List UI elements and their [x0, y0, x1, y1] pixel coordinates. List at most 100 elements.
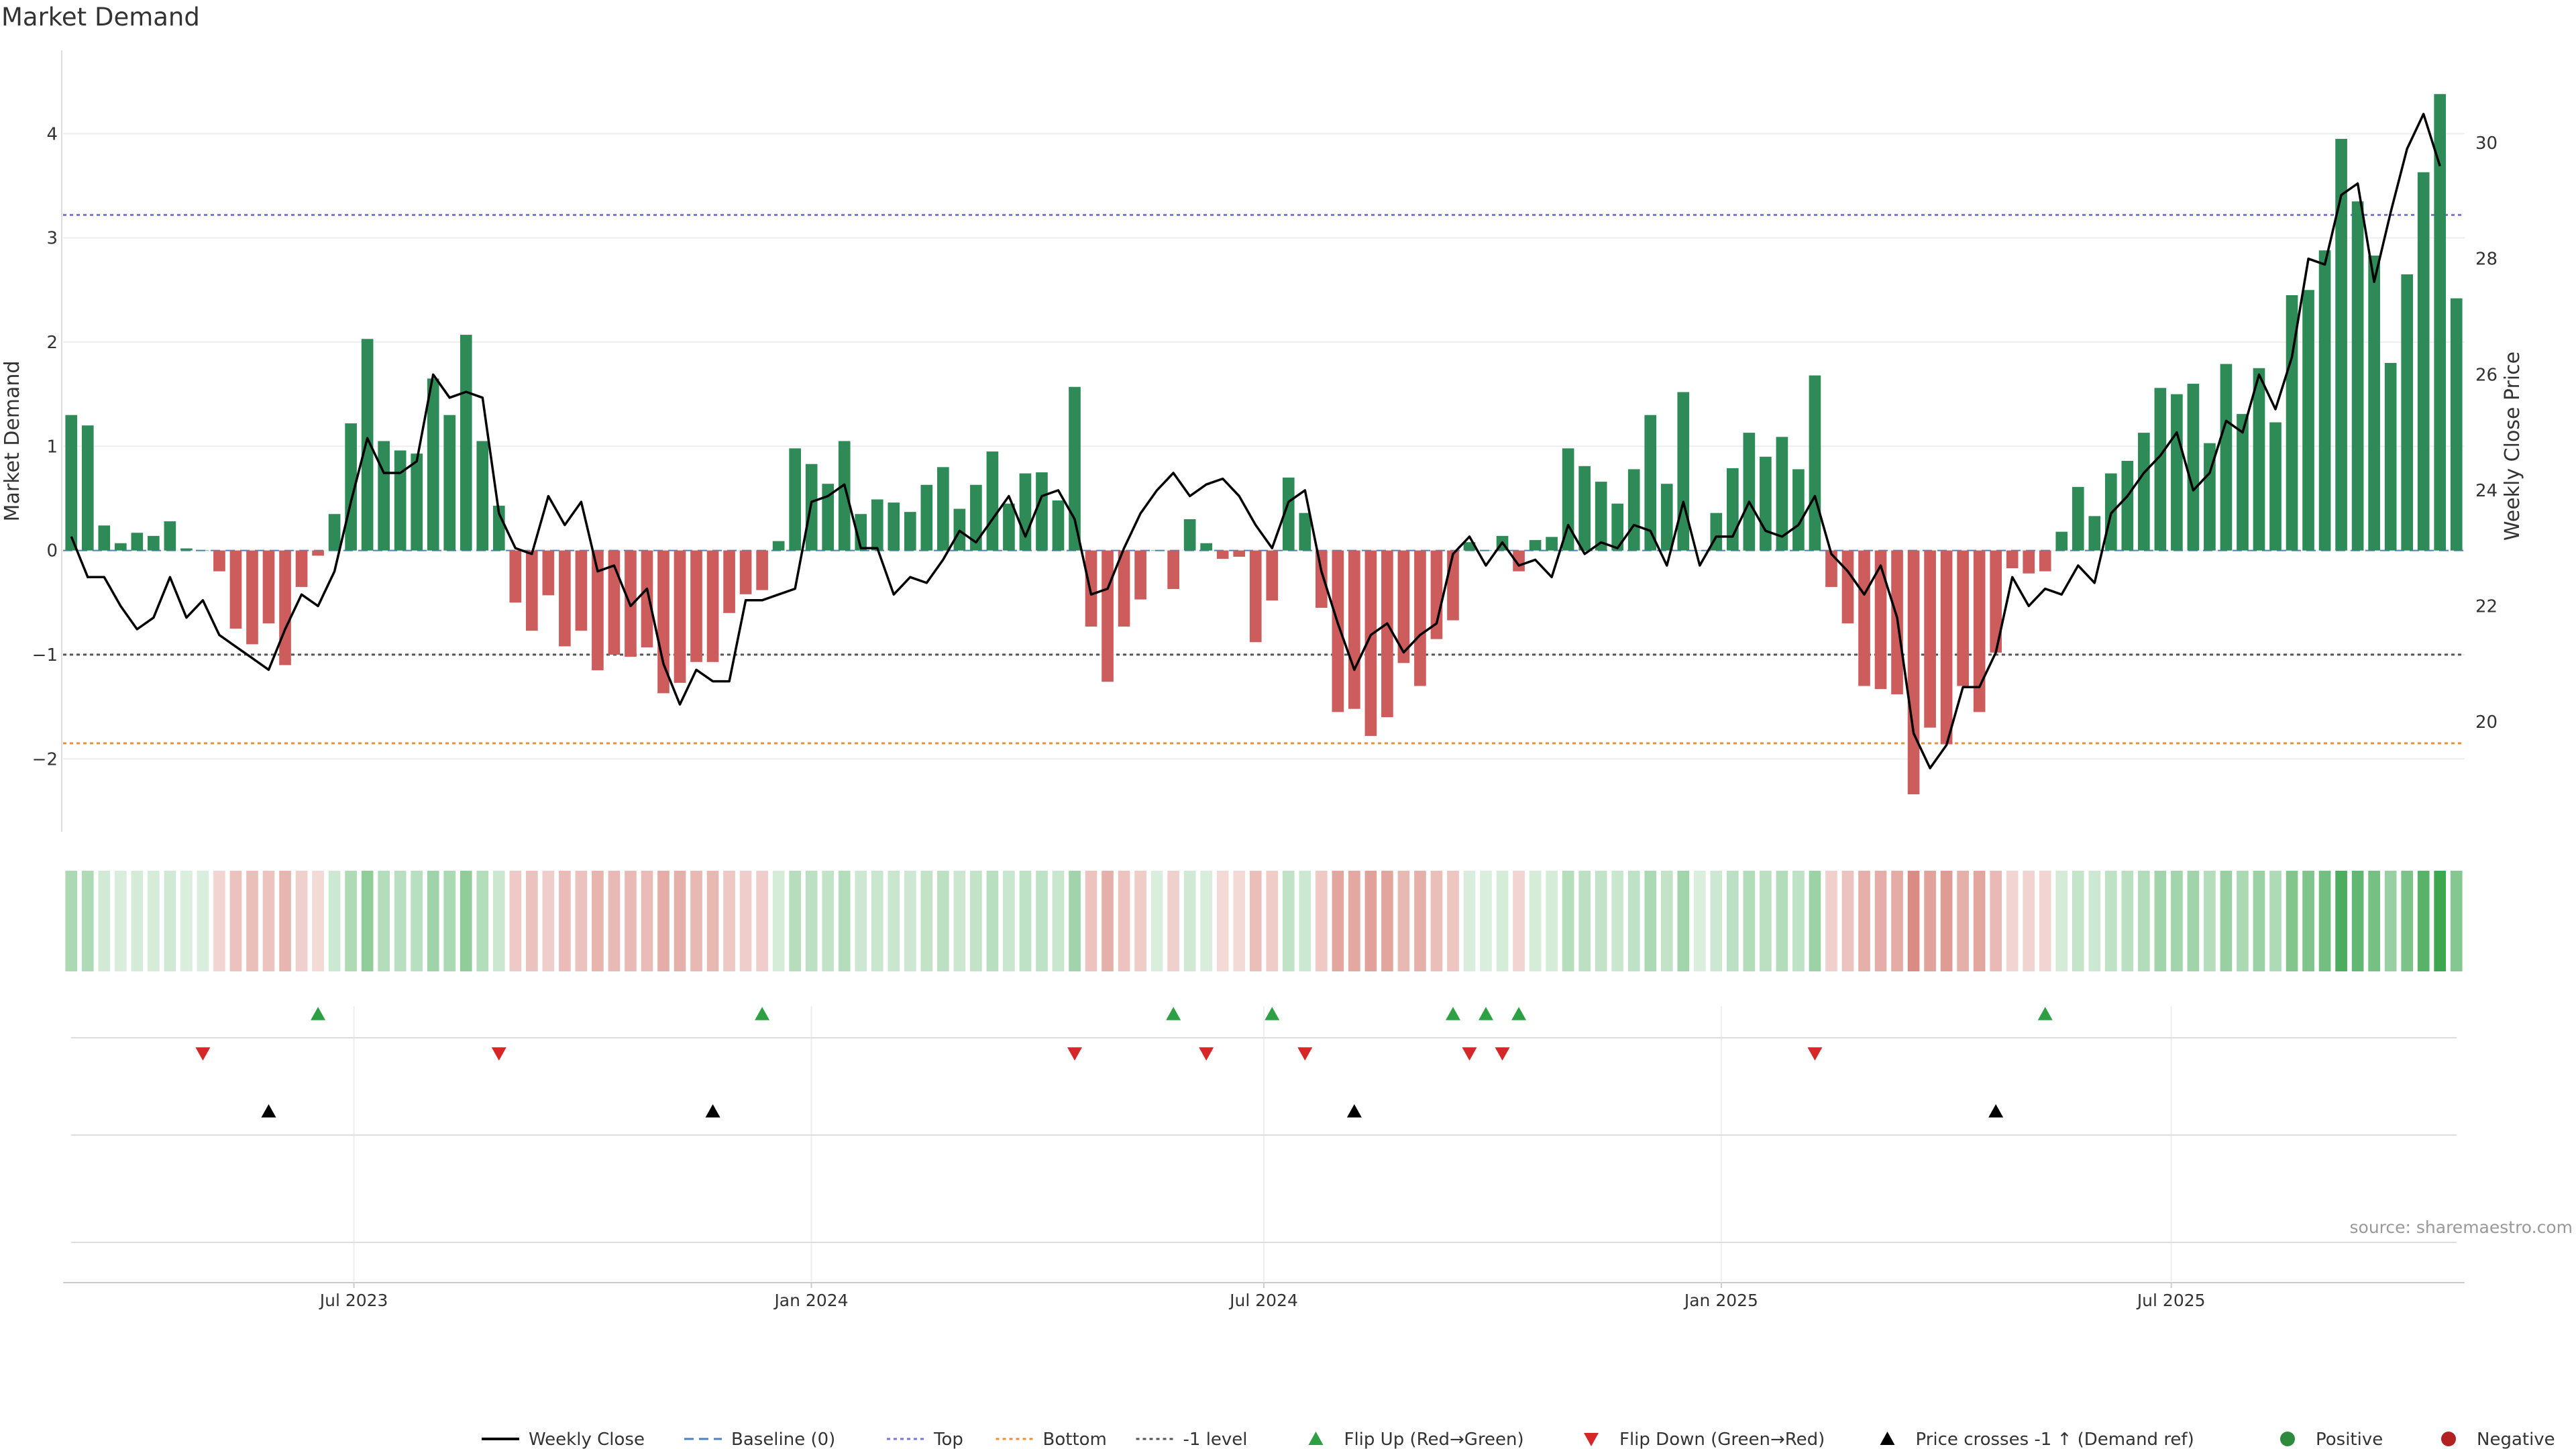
heat-cell [2055, 871, 2068, 971]
heat-cell [855, 871, 867, 971]
legend-label: Positive [2316, 1430, 2383, 1449]
heat-cell [460, 871, 472, 971]
demand-bar [772, 541, 785, 551]
demand-bar [279, 550, 291, 665]
heat-cell [1183, 871, 1196, 971]
heat-cell [1627, 871, 1640, 971]
demand-bar [1348, 550, 1360, 709]
demand-bar [1282, 477, 1295, 551]
heat-cell [2286, 871, 2298, 971]
demand-bar [2401, 274, 2414, 551]
heat-cell [1546, 871, 1558, 971]
heat-cell [328, 871, 341, 971]
y-tick-label: 1 [46, 437, 58, 457]
demand-bar [1727, 468, 1739, 551]
source-note: source: sharemaestro.com [2349, 1218, 2573, 1237]
demand-bar [2384, 363, 2397, 551]
demand-bar [164, 521, 176, 551]
flip-down-marker [1462, 1047, 1477, 1061]
heat-cell [1957, 871, 1969, 971]
legend-item: Top [887, 1430, 963, 1449]
flip-down-marker [195, 1047, 211, 1061]
y-tick-label: 3 [46, 229, 58, 249]
demand-bar [986, 451, 999, 551]
demand-bar [1611, 503, 1624, 551]
demand-bar [1118, 550, 1130, 627]
legend-swatch-triangle-up [1308, 1432, 1324, 1445]
heat-cell [1874, 871, 1887, 971]
heat-cell [1447, 871, 1459, 971]
heat-cell [246, 871, 258, 971]
heat-cell [312, 871, 324, 971]
demand-bar [608, 550, 621, 655]
heat-cell [920, 871, 933, 971]
demand-bar [1627, 469, 1640, 551]
demand-bar [1430, 550, 1443, 639]
heat-cell [2187, 871, 2200, 971]
demand-bar [427, 378, 439, 551]
demand-bar [838, 441, 851, 551]
demand-bar [1858, 550, 1870, 686]
demand-bar [378, 441, 390, 551]
heat-cell [2434, 871, 2447, 971]
heat-cell [295, 871, 308, 971]
demand-bar [1414, 550, 1426, 686]
heat-cell [1332, 871, 1344, 971]
legend-item: Weekly Close [482, 1430, 645, 1449]
demand-bar [1364, 550, 1377, 737]
heat-cell [772, 871, 785, 971]
heat-cell [197, 871, 209, 971]
demand-bar [98, 525, 111, 551]
demand-bar [411, 453, 423, 551]
heat-cell [2039, 871, 2051, 971]
demand-bar [2006, 550, 2019, 569]
demand-bar [1447, 550, 1459, 621]
heat-cell [1660, 871, 1673, 971]
demand-bar [542, 550, 555, 596]
heat-cell [148, 871, 160, 971]
heat-cell [2220, 871, 2233, 971]
demand-bar [888, 502, 900, 551]
demand-bar [1809, 375, 1821, 551]
heat-cell [1727, 871, 1739, 971]
heat-cell [2384, 871, 2397, 971]
demand-bar [328, 514, 341, 551]
heat-cell [1578, 871, 1591, 971]
heat-cell [1167, 871, 1179, 971]
demand-bar [1940, 550, 1953, 745]
demand-bar [657, 550, 669, 694]
flip-down-marker [1067, 1047, 1083, 1061]
heat-cell [1990, 871, 2002, 971]
heat-cell [1069, 871, 1081, 971]
heat-cell [756, 871, 768, 971]
heat-cell [1809, 871, 1821, 971]
demand-bar [2351, 201, 2364, 551]
demand-bar [1957, 550, 1969, 686]
demand-bar [81, 425, 94, 551]
heat-cell [262, 871, 275, 971]
heat-cell [822, 871, 835, 971]
demand-bar [1183, 519, 1196, 551]
heat-cell [2368, 871, 2380, 971]
demand-bar [2055, 531, 2068, 551]
demand-bar [575, 550, 588, 631]
flip-down-marker [1297, 1047, 1313, 1061]
heat-cell [592, 871, 604, 971]
heat-cell [690, 871, 702, 971]
demand-bar [706, 550, 719, 662]
demand-bar [1907, 550, 1920, 795]
y2-tick-label: 26 [2475, 365, 2498, 385]
legend-swatch-dot [2441, 1432, 2456, 1446]
heat-cell [1480, 871, 1492, 971]
demand-bar [690, 550, 702, 662]
heat-cell [904, 871, 916, 971]
heat-cell [1249, 871, 1262, 971]
heat-cell [1200, 871, 1213, 971]
demand-bar [1743, 433, 1756, 551]
heat-cell [871, 871, 883, 971]
heat-cell [1611, 871, 1624, 971]
heat-cell [65, 871, 78, 971]
demand-bar [2154, 388, 2167, 551]
heat-cell [1644, 871, 1657, 971]
heat-cell [2171, 871, 2183, 971]
